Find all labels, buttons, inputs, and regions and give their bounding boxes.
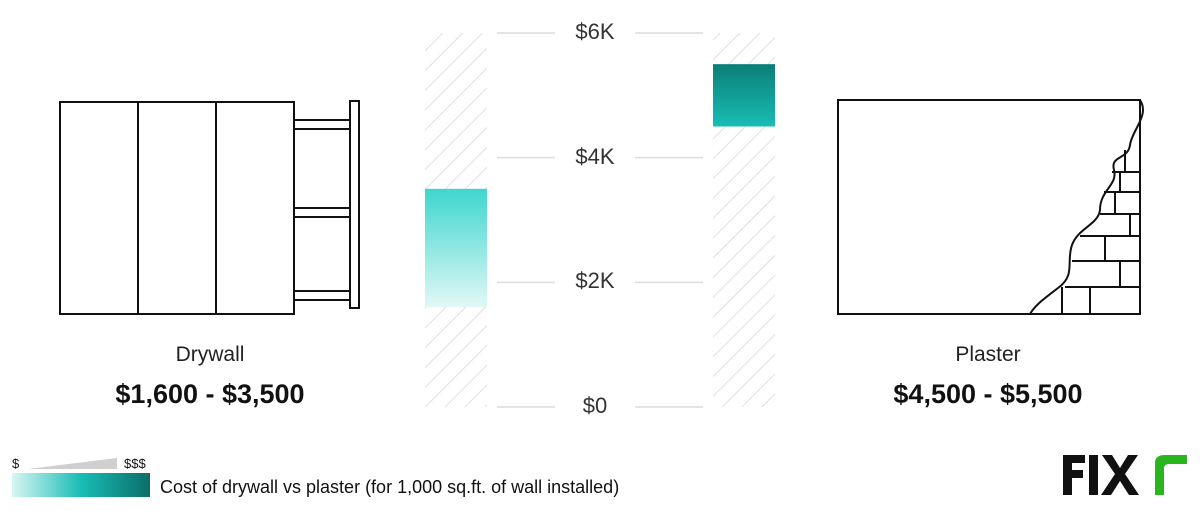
drywall-illustration bbox=[59, 100, 360, 315]
legend-high-symbol: $$$ bbox=[124, 456, 146, 471]
y-tick-label: $6K bbox=[555, 19, 635, 45]
bars bbox=[425, 64, 775, 308]
plaster-price-range: $4,500 - $5,500 bbox=[893, 379, 1083, 409]
grid-lines bbox=[497, 32, 703, 408]
plaster-cost-bar bbox=[713, 64, 775, 127]
y-tick-label: $0 bbox=[555, 393, 635, 419]
fixr-logo bbox=[1063, 455, 1187, 495]
drywall-cost-bar bbox=[425, 188, 487, 308]
y-tick-label: $4K bbox=[555, 143, 635, 170]
legend-scale-wedge bbox=[28, 458, 117, 469]
legend-low-symbol: $ bbox=[12, 456, 20, 471]
plaster-illustration bbox=[837, 99, 1144, 315]
plaster-name: Plaster bbox=[955, 343, 1021, 366]
legend-gradient-bar bbox=[12, 473, 150, 497]
legend-text: Cost of drywall vs plaster (for 1,000 sq… bbox=[160, 477, 620, 497]
drywall-name: Drywall bbox=[175, 343, 245, 366]
y-tick-label: $2K bbox=[555, 268, 635, 295]
drywall-price-range: $1,600 - $3,500 bbox=[115, 379, 305, 409]
